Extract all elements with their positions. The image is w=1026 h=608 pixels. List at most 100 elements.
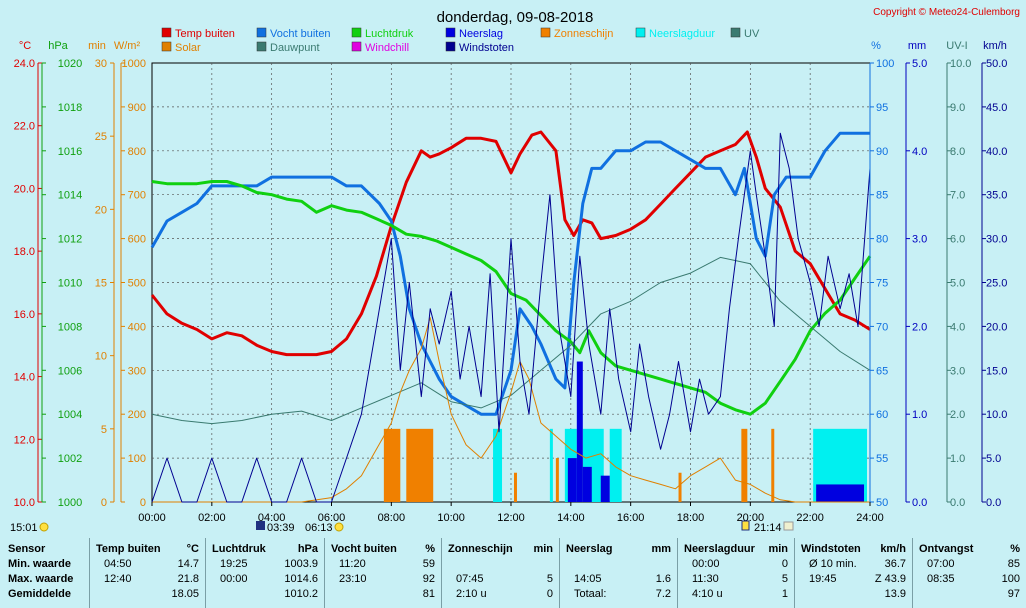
moon-icon bbox=[783, 521, 794, 531]
temp-axis-tick-label: 20.0 bbox=[14, 183, 35, 195]
chart-title: donderdag, 09-08-2018 bbox=[437, 9, 594, 26]
summary-col-rain: Neerslag mm 14:05 Totaal: 1.6 7.2 bbox=[559, 538, 677, 608]
sunrise2-time-label: 06:13 bbox=[305, 522, 333, 534]
wind-axis-tick-label: 50.0 bbox=[986, 58, 1007, 70]
summary-header: Zonneschijn bbox=[448, 543, 513, 555]
humidity-axis-tick-label: 65 bbox=[876, 365, 888, 377]
summary-row-label: Min. waarde bbox=[8, 558, 71, 570]
legend-label: Solar bbox=[175, 42, 201, 54]
summary-value: 81 bbox=[422, 588, 435, 600]
x-tick-label: 08:00 bbox=[378, 512, 406, 524]
summary-value: 59 bbox=[422, 558, 435, 570]
x-tick-label: 24:00 bbox=[856, 512, 884, 524]
pressure-axis-tick-label: 1014 bbox=[58, 190, 82, 202]
minutes-axis-tick-label: 25 bbox=[95, 131, 107, 143]
pressure-axis-tick-label: 1020 bbox=[58, 58, 82, 70]
summary-time: 07:00 bbox=[927, 558, 955, 570]
series-vocht-buiten bbox=[150, 131, 870, 416]
legend-swatch bbox=[351, 27, 362, 38]
bar-zonneschijn bbox=[678, 472, 682, 502]
pressure-axis-tick-label: 1016 bbox=[58, 146, 82, 158]
pressure-axis-tick-label: 1004 bbox=[58, 409, 82, 421]
summary-value: 18.05 bbox=[171, 588, 199, 600]
legend-swatch bbox=[730, 27, 741, 38]
solar-axis-tick-label: 1000 bbox=[122, 58, 146, 70]
bar-zonneschijn bbox=[555, 458, 559, 502]
x-tick-label: 02:00 bbox=[198, 512, 226, 524]
summary-col-raindur: Neerslagduur min 00:00 11:30 4:10 u 0 5 1 bbox=[677, 538, 794, 608]
rain-axis-unit: mm bbox=[908, 40, 926, 52]
summary-value: 1003.9 bbox=[284, 558, 318, 570]
wind-axis-tick-label: 40.0 bbox=[986, 146, 1007, 158]
solar-axis-unit: W/m² bbox=[114, 40, 141, 52]
summary-unit: % bbox=[1010, 543, 1020, 555]
bar-neerslag bbox=[567, 458, 577, 502]
pressure-axis-tick-label: 1012 bbox=[58, 234, 82, 246]
moonrise-icon bbox=[256, 521, 265, 530]
minutes-axis-tick-label: 10 bbox=[95, 351, 107, 363]
summary-col-press: Luchtdruk hPa 19:25 00:00 1003.9 1014.6 1010.2 bbox=[205, 538, 324, 608]
pressure-axis-tick-label: 1002 bbox=[58, 453, 82, 465]
summary-value: 0 bbox=[546, 588, 553, 600]
humidity-axis-tick-label: 70 bbox=[876, 321, 888, 333]
summary-col-wind: Windstoten km/h Ø 10 min. 19:45 36.7 Z 43.9 13… bbox=[794, 538, 912, 608]
uv-axis-tick-label: 4.0 bbox=[950, 321, 965, 333]
summary-time: Ø 10 min. bbox=[809, 558, 857, 570]
wind-axis-tick-label: 20.0 bbox=[986, 321, 1007, 333]
wind-axis-tick-label: 45.0 bbox=[986, 102, 1007, 114]
series-solar bbox=[152, 317, 870, 503]
solar-axis-tick-label: 800 bbox=[128, 146, 146, 158]
summary-value: 7.2 bbox=[655, 588, 671, 600]
sunset-time-label: 21:14 bbox=[754, 522, 782, 534]
rain-axis-tick-label: 4.0 bbox=[912, 146, 927, 158]
minutes-axis-tick-label: 0 bbox=[101, 497, 107, 509]
legend-swatch bbox=[540, 27, 551, 38]
humidity-axis-tick-label: 60 bbox=[876, 409, 888, 421]
x-tick-label: 12:00 bbox=[497, 512, 525, 524]
uv-axis-unit: UV-I bbox=[946, 40, 967, 52]
summary-value: 92 bbox=[422, 573, 435, 585]
legend: Temp buiten Solar Vocht buiten Dauwpunt Luch… bbox=[161, 27, 760, 54]
uv-axis-tick-label: 6.0 bbox=[950, 234, 965, 246]
summary-time: 12:40 bbox=[104, 573, 132, 585]
bar-neerslag bbox=[576, 361, 583, 502]
humidity-axis-tick-label: 75 bbox=[876, 278, 888, 290]
legend-swatch bbox=[635, 27, 646, 38]
x-tick-label: 22:00 bbox=[796, 512, 824, 524]
summary-value: 85 bbox=[1007, 558, 1020, 570]
rain-axis-tick-label: 2.0 bbox=[912, 321, 927, 333]
summary-header: Temp buiten bbox=[96, 543, 161, 555]
uv-axis-tick-label: 10.0 bbox=[950, 58, 971, 70]
wind-axis-tick-label: 35.0 bbox=[986, 190, 1007, 202]
solar-axis-tick-label: 300 bbox=[128, 365, 146, 377]
summary-value: 97 bbox=[1007, 588, 1020, 600]
wind-axis-unit: km/h bbox=[983, 40, 1007, 52]
temp-axis-tick-label: 10.0 bbox=[14, 497, 35, 509]
uv-axis-tick-label: 3.0 bbox=[950, 365, 965, 377]
summary-value: 5 bbox=[781, 573, 788, 585]
summary-value: 1010.2 bbox=[284, 588, 318, 600]
series-dauwpunt bbox=[151, 256, 871, 425]
summary-value: 0 bbox=[781, 558, 788, 570]
legend-label: Luchtdruk bbox=[365, 28, 414, 40]
sunrise-sun-icon bbox=[334, 522, 344, 532]
summary-unit: hPa bbox=[297, 543, 318, 555]
humidity-axis-tick-label: 50 bbox=[876, 497, 888, 509]
x-tick-label: 14:00 bbox=[557, 512, 585, 524]
bar-series bbox=[383, 361, 868, 502]
wind-axis-tick-label: 25.0 bbox=[986, 278, 1007, 290]
x-tick-label: 00:00 bbox=[138, 512, 166, 524]
summary-time: 04:50 bbox=[104, 558, 132, 570]
legend-swatch bbox=[256, 41, 267, 52]
legend-label: Dauwpunt bbox=[270, 42, 320, 54]
uv-axis-tick-label: 0.0 bbox=[950, 497, 965, 509]
minutes-axis-tick-label: 30 bbox=[95, 58, 107, 70]
rain-axis-tick-label: 5.0 bbox=[912, 58, 927, 70]
summary-time: 07:45 bbox=[456, 573, 484, 585]
temp-axis-tick-label: 16.0 bbox=[14, 309, 35, 321]
uv-axis-tick-label: 9.0 bbox=[950, 102, 965, 114]
legend-label: Neerslagduur bbox=[649, 28, 715, 40]
summary-unit: min bbox=[768, 543, 788, 555]
temp-axis-tick-label: 22.0 bbox=[14, 121, 35, 133]
uv-axis-tick-label: 7.0 bbox=[950, 190, 965, 202]
